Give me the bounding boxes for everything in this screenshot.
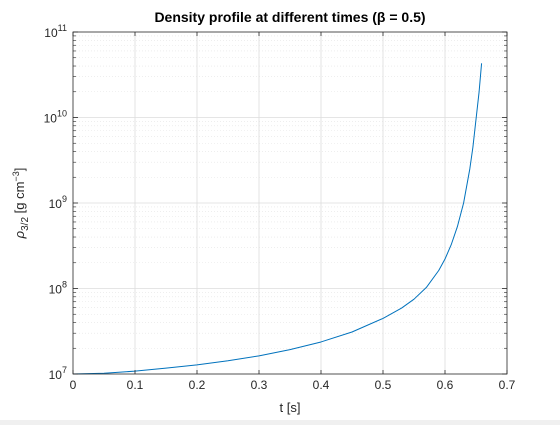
x-tick-label: 0.4 <box>313 378 330 392</box>
y-axis-symbol: ρ <box>12 230 27 239</box>
x-tick-label: 0.7 <box>499 378 516 392</box>
x-axis-label: t [s] <box>280 400 301 415</box>
x-tick-label: 0.1 <box>127 378 144 392</box>
y-axis-unit-exponent: −3 <box>11 171 21 181</box>
y-tick-label: 1011 <box>44 23 67 40</box>
x-tick-label: 0.5 <box>375 378 392 392</box>
y-axis-label: ρ3/2 [g cm−3] <box>11 168 31 240</box>
major-grid <box>73 32 507 374</box>
x-tick-label: 0.6 <box>437 378 454 392</box>
minor-grid <box>73 35 507 349</box>
y-axis-unit-suffix: ] <box>12 168 27 172</box>
chart-title: Density profile at different times (β = … <box>154 9 425 25</box>
y-tick-labels: 107 108 109 1010 1011 <box>44 23 67 382</box>
y-tick-label: 109 <box>49 194 67 211</box>
y-tick-label: 1010 <box>44 109 67 126</box>
x-tick-labels: 0 0.1 0.2 0.3 0.4 0.5 0.6 0.7 <box>70 378 516 392</box>
series-layer <box>72 63 483 375</box>
x-tick-label: 0.2 <box>189 378 206 392</box>
series-line <box>72 63 483 375</box>
x-tick-label: 0.3 <box>251 378 268 392</box>
ticks <box>72 31 508 375</box>
y-axis-subscript: 3/2 <box>20 217 31 231</box>
y-axis-unit-prefix: [g cm <box>12 182 27 217</box>
y-tick-label: 107 <box>49 365 67 382</box>
x-tick-label: 0 <box>70 378 77 392</box>
y-tick-label: 108 <box>49 280 67 297</box>
